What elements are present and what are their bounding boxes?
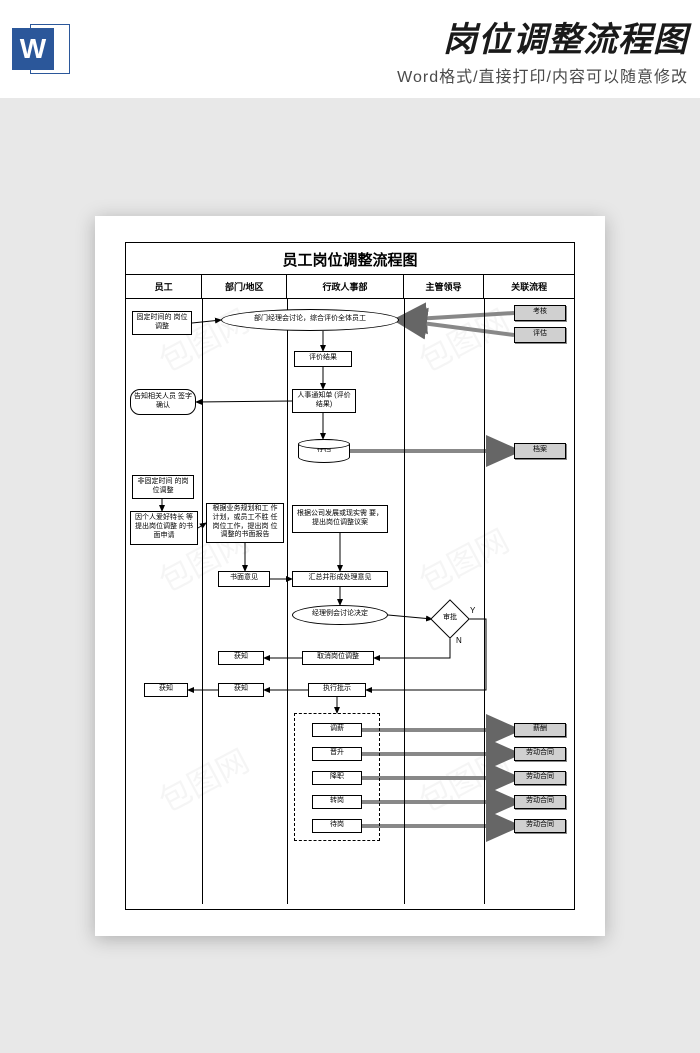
word-icon: W: [12, 20, 70, 78]
lane-header: 员工: [126, 275, 202, 298]
document-page: 包图网 包图网 包图网 包图网 包图网 包图网 员工岗位调整流程图 员工部门/地…: [95, 216, 605, 936]
header-subtitle: Word格式/直接打印/内容可以随意修改: [80, 63, 688, 87]
lane-header: 部门/地区: [202, 275, 287, 298]
svg-text:N: N: [456, 636, 462, 645]
lane-header: 主管领导: [404, 275, 485, 298]
flowchart-node: 告知相关人员 签字确认: [130, 389, 196, 415]
flowchart-node: 获知: [218, 651, 264, 665]
flowchart-node: 劳动合同: [514, 795, 566, 809]
flowchart-node: 人事通知单 (评价结果): [292, 389, 356, 413]
lane-divider: [202, 299, 203, 904]
flowchart-node: 获知: [218, 683, 264, 697]
flowchart-node: 评估: [514, 327, 566, 343]
word-icon-letter: W: [12, 28, 54, 70]
flowchart-node: 执行批示: [308, 683, 366, 697]
lanes-header: 员工部门/地区行政人事部主管领导关联流程: [126, 275, 574, 299]
flowchart-node: 经理例会讨论决定: [292, 605, 388, 625]
flowchart-node: 劳动合同: [514, 747, 566, 761]
flowchart-node: 根据业务规划和工 作计划，或员工不胜 任岗位工作，提出岗 位调整的书面报告: [206, 503, 284, 543]
dashed-group: [294, 713, 380, 841]
flowchart-node: 部门经理会讨论，综合评价全体员工: [221, 309, 399, 331]
flowchart-node: 存档: [298, 439, 350, 463]
lane-header: 关联流程: [484, 275, 574, 298]
flowchart-node: 评价结果: [294, 351, 352, 367]
chart-title: 员工岗位调整流程图: [126, 243, 574, 275]
lane-divider: [404, 299, 405, 904]
canvas: 包图网 包图网 包图网 包图网 包图网 包图网 员工岗位调整流程图 员工部门/地…: [0, 98, 700, 1053]
flowchart-node: 根据公司发展或现实需 要，提出岗位调整议案: [292, 505, 388, 533]
flowchart-node: 因个人爱好特长 等提出岗位调整 的书面申请: [130, 511, 198, 545]
flowchart-node: 获知: [144, 683, 188, 697]
chart-body: N Y 固定时间的 岗位调整 部门经理会讨论，综合评价全体员工 考核评估评价结果告知相…: [126, 299, 574, 904]
flowchart-node: 非固定时间 的岗位调整: [132, 475, 194, 499]
lane-header: 行政人事部: [287, 275, 403, 298]
svg-text:Y: Y: [470, 606, 476, 615]
lane-divider: [287, 299, 288, 904]
flowchart-node: 档案: [514, 443, 566, 459]
app-header: W 岗位调整流程图 Word格式/直接打印/内容可以随意修改: [0, 0, 700, 98]
header-title: 岗位调整流程图: [80, 12, 688, 61]
flowchart-container: 员工岗位调整流程图 员工部门/地区行政人事部主管领导关联流程 N Y 固定时间的 …: [125, 242, 575, 910]
flowchart-node: 书面意见: [218, 571, 270, 587]
flowchart-node: 取消岗位调整: [302, 651, 374, 665]
flowchart-node: 固定时间的 岗位调整: [132, 311, 192, 335]
flowchart-node: 劳动合同: [514, 771, 566, 785]
flowchart-node: 汇总并形成处理意见: [292, 571, 388, 587]
flowchart-node: 劳动合同: [514, 819, 566, 833]
flowchart-node: 薪酬: [514, 723, 566, 737]
flowchart-node: 考核: [514, 305, 566, 321]
lane-divider: [484, 299, 485, 904]
flowchart-node: 审批: [436, 605, 464, 633]
